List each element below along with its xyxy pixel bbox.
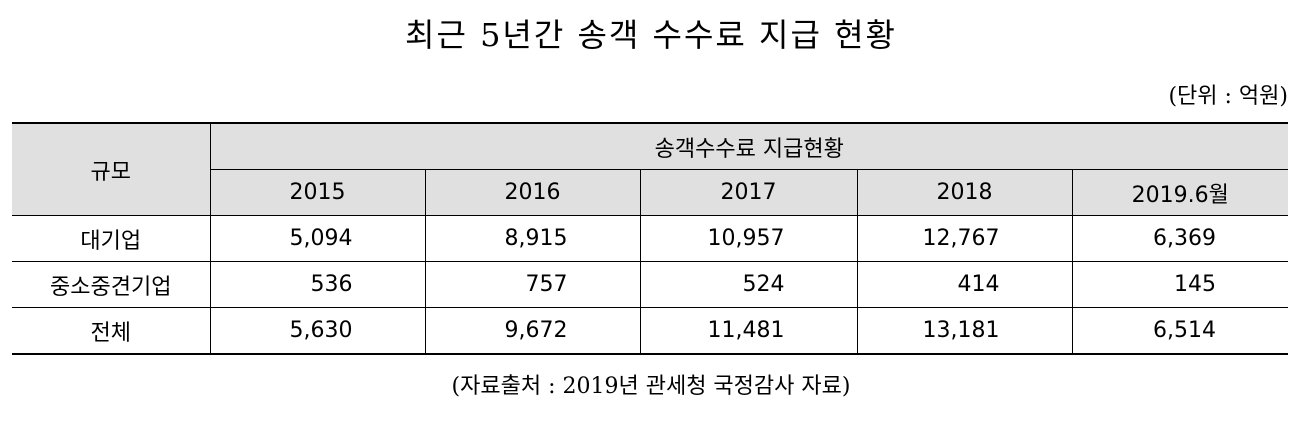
table-body: 대기업 5,094 8,915 10,957 12,767 6,369 중소중견기업 536 7… bbox=[12, 215, 1288, 355]
cell: 13,181 bbox=[856, 307, 1073, 355]
data-row: 중소중견기업 536 757 524 414 145 bbox=[12, 261, 1288, 308]
header-row: 규모 송객수수료 지급현황 bbox=[12, 122, 1288, 216]
source-note: (자료출처 : 2019년 관세청 국정감사 자료) bbox=[451, 374, 851, 399]
data-row: 전체 5,630 9,672 11,481 13,181 6,514 bbox=[12, 307, 1288, 355]
cell: 12,767 bbox=[856, 215, 1073, 262]
data-row: 대기업 5,094 8,915 10,957 12,767 6,369 bbox=[12, 215, 1288, 262]
group-header: 송객수수료 지급현황 bbox=[209, 122, 1288, 170]
column-header: 2015 bbox=[210, 169, 426, 216]
column-header: 2018 bbox=[856, 169, 1073, 216]
cell: 5,094 bbox=[209, 215, 426, 262]
title: 최근 5년간 송객 수수료 지급 현황 bbox=[405, 16, 897, 54]
cell: 9,672 bbox=[424, 307, 641, 355]
fee-table: 규모 송객수수료 지급현황 2015 2016 2017 2018 2019.6월 대기… bbox=[12, 122, 1288, 355]
column-header: 2016 bbox=[424, 169, 641, 216]
cell: 6,514 bbox=[1071, 307, 1288, 355]
column-header: 2017 bbox=[639, 169, 858, 216]
table-head: 규모 송객수수료 지급현황 2015 2016 2017 2018 2019.6월 bbox=[12, 122, 1288, 216]
cell: 536 bbox=[209, 261, 426, 308]
cell: 8,915 bbox=[424, 215, 641, 262]
cell: 757 bbox=[424, 261, 641, 308]
cell: 6,369 bbox=[1071, 215, 1288, 262]
row-label: 대기업 bbox=[12, 215, 211, 262]
cell: 5,630 bbox=[209, 307, 426, 355]
cell: 414 bbox=[856, 261, 1073, 308]
row-header: 규모 bbox=[12, 122, 211, 216]
cell: 10,957 bbox=[639, 215, 858, 262]
unit-note: (단위 : 억원) bbox=[1168, 84, 1288, 109]
column-header: 2019.6월 bbox=[1071, 169, 1288, 216]
cell: 145 bbox=[1071, 261, 1288, 308]
cell: 524 bbox=[639, 261, 858, 308]
row-label: 전체 bbox=[12, 307, 211, 355]
row-label: 중소중견기업 bbox=[12, 261, 211, 308]
header-row: 2015 2016 2017 2018 2019.6월 bbox=[12, 169, 1288, 216]
cell: 11,481 bbox=[639, 307, 858, 355]
